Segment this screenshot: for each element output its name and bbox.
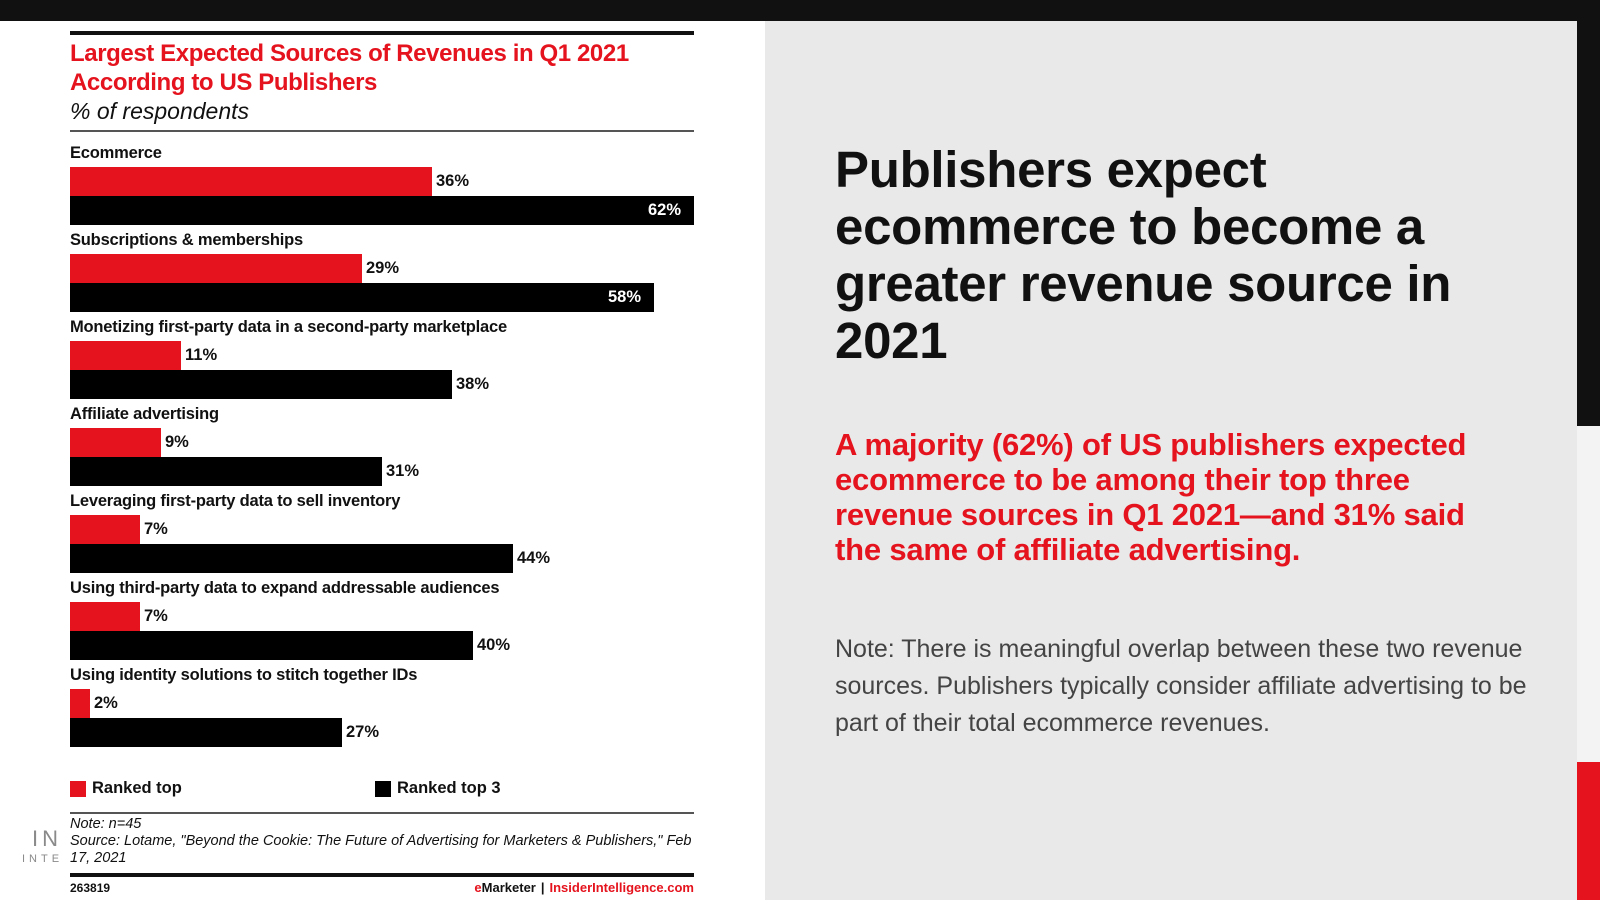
category-label-leveraging-first-party-data-to-sell-inventory: Leveraging first-party data to sell inve… — [70, 492, 401, 510]
value-label-ranked-top-3-leveraging-first-party-data-to-sell-inventory: 44% — [517, 549, 551, 567]
value-label-ranked-top-subscriptions-memberships: 29% — [366, 259, 400, 277]
title-rule — [70, 31, 694, 35]
legend-label: Ranked top — [92, 779, 182, 797]
panel-note: Note: There is meaningful overlap betwee… — [835, 635, 1527, 737]
edge-strip-gray — [1577, 426, 1600, 762]
bar-ranked-top-3-subscriptions-memberships — [70, 283, 654, 312]
credit-e: e — [474, 880, 482, 895]
category-label-subscriptions-memberships: Subscriptions & memberships — [70, 231, 303, 249]
bar-ranked-top-3-ecommerce — [70, 196, 694, 225]
value-label-ranked-top-3-affiliate-advertising: 31% — [386, 462, 420, 480]
bar-ranked-top-leveraging-first-party-data-to-sell-inventory — [70, 515, 140, 544]
value-label-ranked-top-ecommerce: 36% — [436, 172, 470, 190]
category-label-using-identity-solutions-to-stitch-together-ids: Using identity solutions to stitch toget… — [70, 666, 418, 684]
bar-ranked-top-ecommerce — [70, 167, 432, 196]
credit-site-link[interactable]: InsiderIntelligence.com — [549, 880, 695, 895]
value-label-ranked-top-using-third-party-data-to-expand-addressable-audiences: 7% — [144, 607, 168, 625]
value-label-ranked-top-3-using-identity-solutions-to-stitch-together-ids: 27% — [346, 723, 380, 741]
takeaway-panel: Publishers expect ecommerce to become a … — [765, 21, 1577, 900]
bar-ranked-top-3-using-third-party-data-to-expand-addressable-audiences — [70, 631, 473, 660]
value-label-ranked-top-3-ecommerce: 62% — [648, 201, 682, 219]
value-label-ranked-top-using-identity-solutions-to-stitch-together-ids: 2% — [94, 694, 118, 712]
note-rule — [70, 812, 694, 814]
chart-subtitle: % of respondents — [70, 98, 250, 124]
category-label-monetizing-first-party-data-in-a-second-party-marketplace: Monetizing first-party data in a second-… — [70, 318, 507, 336]
value-label-ranked-top-leveraging-first-party-data-to-sell-inventory: 7% — [144, 520, 168, 538]
chart-card: Largest Expected Sources of Revenues in … — [0, 21, 765, 900]
bar-plot: Ecommerce 36% 62% Subscriptions & membershi… — [0, 21, 765, 900]
credit-brand: Marketer — [481, 880, 536, 895]
credit-separator: | — [540, 880, 545, 895]
value-label-ranked-top-3-monetizing-first-party-data-in-a-second-party-marketplace: 38% — [456, 375, 490, 393]
value-label-ranked-top-affiliate-advertising: 9% — [165, 433, 189, 451]
value-label-ranked-top-monetizing-first-party-data-in-a-second-party-marketplace: 11% — [185, 346, 218, 364]
legend-swatch-red — [70, 780, 86, 797]
panel-subhead: A majority (62%) of US publishers expect… — [835, 427, 1467, 567]
bar-ranked-top-monetizing-first-party-data-in-a-second-party-marketplace — [70, 341, 181, 370]
bar-ranked-top-using-identity-solutions-to-stitch-together-ids — [70, 689, 90, 718]
chart-title: Largest Expected Sources of Revenues in … — [70, 40, 629, 96]
bar-ranked-top-affiliate-advertising — [70, 428, 161, 457]
chart-note: Note: n=45 Source: Lotame, "Beyond the C… — [70, 816, 710, 867]
bar-ranked-top-3-affiliate-advertising — [70, 457, 382, 486]
bar-ranked-top-subscriptions-memberships — [70, 254, 362, 283]
bar-ranked-top-3-monetizing-first-party-data-in-a-second-party-marketplace — [70, 370, 452, 399]
legend-swatch-black — [375, 780, 391, 797]
chart-id: 263819 — [70, 881, 111, 895]
category-label-affiliate-advertising: Affiliate advertising — [70, 405, 219, 423]
legend-label: Ranked top 3 — [397, 779, 501, 797]
edge-strip-black — [1577, 21, 1600, 426]
edge-strip-red — [1577, 762, 1600, 900]
note-line: Note: n=45 — [70, 816, 142, 832]
source-line: Source: Lotame, "Beyond the Cookie: The … — [70, 833, 692, 866]
brand-logo-mark: IN — [32, 826, 62, 851]
bar-ranked-top-using-third-party-data-to-expand-addressable-audiences — [70, 602, 140, 631]
bar-ranked-top-3-leveraging-first-party-data-to-sell-inventory — [70, 544, 513, 573]
legend-item-ranked-top-3: Ranked top 3 — [375, 779, 501, 798]
credit-line: eMarketer | InsiderIntelligence.com — [474, 880, 694, 895]
brand-logo-text: INTE — [22, 853, 64, 865]
value-label-ranked-top-3-subscriptions-memberships: 58% — [608, 288, 642, 306]
bar-ranked-top-3-using-identity-solutions-to-stitch-together-ids — [70, 718, 342, 747]
value-label-ranked-top-3-using-third-party-data-to-expand-addressable-audiences: 40% — [477, 636, 511, 654]
footer-rule — [70, 873, 694, 877]
top-bar — [0, 0, 1600, 21]
category-label-using-third-party-data-to-expand-addressable-audiences: Using third-party data to expand address… — [70, 579, 500, 597]
subtitle-rule — [70, 130, 694, 132]
legend-item-ranked-top: Ranked top — [70, 779, 182, 798]
panel-headline: Publishers expect ecommerce to become a … — [835, 141, 1452, 369]
category-label-ecommerce: Ecommerce — [70, 144, 162, 162]
